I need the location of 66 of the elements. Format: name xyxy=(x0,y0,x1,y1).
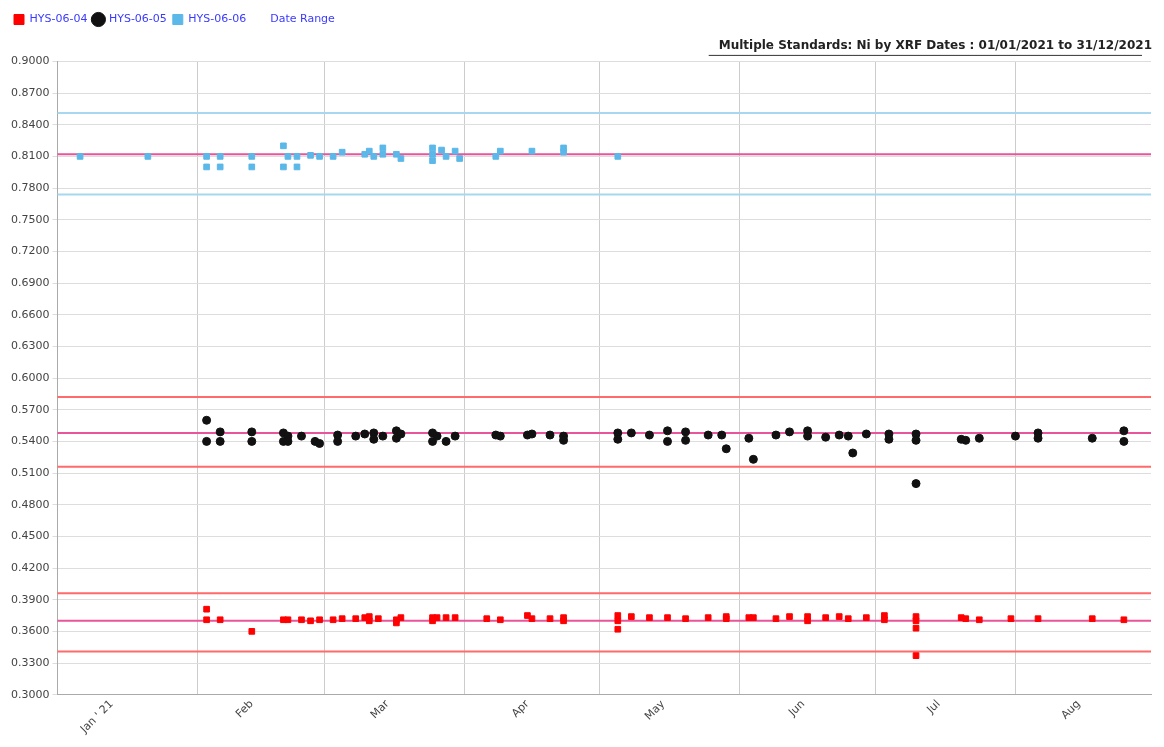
point xyxy=(216,153,224,160)
point xyxy=(144,153,152,160)
x-tick-label: Feb xyxy=(232,697,256,721)
point xyxy=(451,147,459,155)
y-tick-label: 0.7200 xyxy=(10,244,50,258)
point xyxy=(329,153,337,160)
legend-label: HYS-06-04 xyxy=(29,12,88,26)
point xyxy=(284,153,292,160)
y-tick-label: 0.4800 xyxy=(10,497,50,511)
y-tick-label: 0.8100 xyxy=(10,149,50,163)
point xyxy=(338,148,346,156)
point xyxy=(442,153,450,160)
point xyxy=(496,147,504,155)
point xyxy=(492,153,500,160)
point xyxy=(370,153,378,160)
point xyxy=(203,153,210,160)
chart-title: Multiple Standards: Ni by XRF Dates : 01/01/2021 to 31/12/2021 xyxy=(718,38,1152,53)
x-tick-label: Apr xyxy=(508,696,532,720)
text: Date Range xyxy=(270,12,336,26)
x-tick-label: Mar xyxy=(367,696,392,722)
y-tick-label: 0.4500 xyxy=(10,529,50,543)
y-tick-label: 0.5100 xyxy=(10,465,50,479)
point xyxy=(76,153,84,160)
point xyxy=(560,144,567,152)
point xyxy=(614,153,622,160)
point xyxy=(293,153,301,160)
point xyxy=(248,163,256,171)
point xyxy=(429,157,436,164)
point xyxy=(379,150,387,158)
point xyxy=(365,147,373,155)
legend-label: HYS-06-05 xyxy=(108,12,167,26)
point xyxy=(379,144,387,152)
point xyxy=(456,155,463,162)
y-tick-label: 0.8400 xyxy=(10,117,50,131)
y-tick-label: 0.6900 xyxy=(10,275,50,289)
x-tick-label: Jun xyxy=(785,697,808,720)
y-tick-label: 0.5400 xyxy=(10,434,50,448)
y-tick-label: 0.4200 xyxy=(10,560,50,574)
y-tick-label: 0.6600 xyxy=(10,307,50,321)
point xyxy=(307,152,314,159)
point xyxy=(528,147,536,155)
y-tick-label: 0.3600 xyxy=(10,624,50,638)
point xyxy=(280,163,287,171)
y-tick-label: 0.3900 xyxy=(10,592,50,606)
y-tick-label: 0.6300 xyxy=(10,339,50,353)
y-tick-label: 0.5700 xyxy=(10,402,50,416)
legend-label: HYS-06-06 xyxy=(188,12,247,26)
y-tick-label: 0.3000 xyxy=(10,687,50,701)
point xyxy=(293,163,301,171)
y-tick-label: 0.8700 xyxy=(10,85,50,99)
y-tick-label: 0.3300 xyxy=(10,655,50,669)
point xyxy=(316,153,323,160)
point xyxy=(397,155,405,162)
y-tick-label: 0.7800 xyxy=(10,180,50,194)
x-tick-label: Jul xyxy=(923,697,943,717)
point xyxy=(203,163,210,171)
y-tick-label: 0.9000 xyxy=(10,54,50,68)
point xyxy=(248,153,256,160)
point xyxy=(429,150,436,158)
point xyxy=(429,144,436,152)
point xyxy=(438,146,445,154)
x-tick-label: Jan ' 21 xyxy=(76,697,116,737)
point xyxy=(216,163,224,171)
point xyxy=(280,142,287,150)
y-tick-label: 0.7500 xyxy=(10,212,50,226)
y-tick-label: 0.6000 xyxy=(10,370,50,384)
